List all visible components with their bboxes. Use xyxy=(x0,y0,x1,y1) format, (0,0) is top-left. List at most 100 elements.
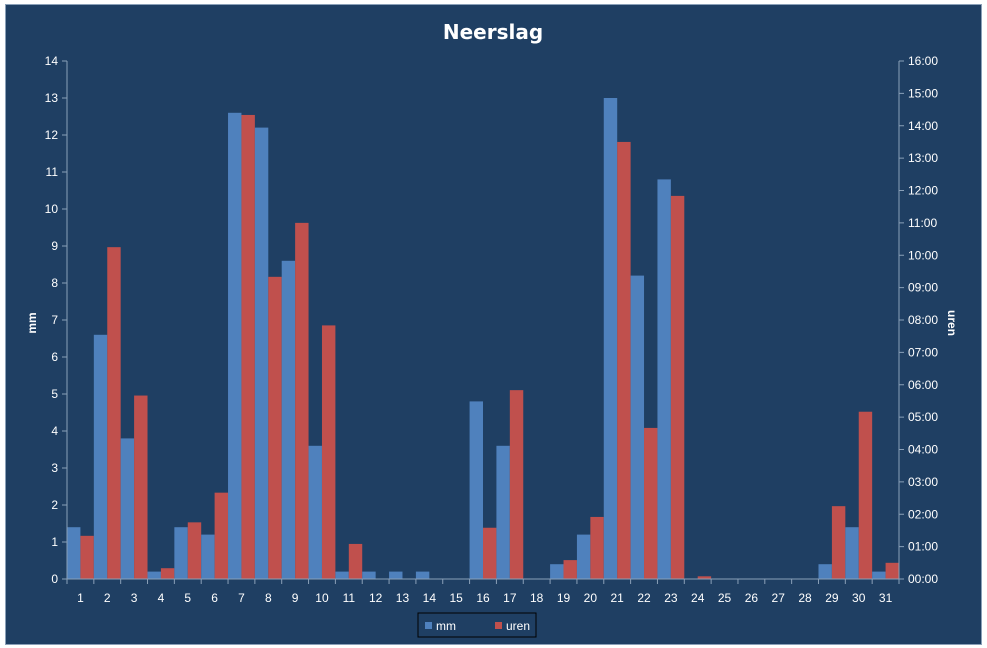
y-tick-label: 6 xyxy=(51,350,58,364)
x-tick-label: 4 xyxy=(158,591,165,605)
y2-tick-label: 15:00 xyxy=(908,86,938,100)
y2-tick-label: 09:00 xyxy=(908,281,938,295)
legend-swatch-uren xyxy=(495,622,502,629)
axes-group: 0123456789101112131400:0001:0002:0003:00… xyxy=(45,54,939,605)
y-tick-label: 9 xyxy=(51,239,58,253)
y2-tick-label: 11:00 xyxy=(908,216,937,230)
x-tick-label: 17 xyxy=(503,591,517,605)
x-tick-label: 31 xyxy=(879,591,893,605)
x-tick-label: 16 xyxy=(476,591,490,605)
bar-mm-10 xyxy=(308,445,322,579)
bar-mm-16 xyxy=(469,401,483,579)
bar-mm-1 xyxy=(67,527,81,579)
bar-uren-16 xyxy=(483,527,497,579)
y-tick-label: 8 xyxy=(51,276,58,290)
legend-box xyxy=(417,612,537,638)
bar-uren-2 xyxy=(107,247,121,579)
y2-axis-label: uren xyxy=(945,310,959,336)
x-tick-label: 14 xyxy=(423,591,437,605)
bar-uren-23 xyxy=(670,195,685,580)
x-tick-label: 9 xyxy=(292,591,299,605)
x-tick-label: 10 xyxy=(315,591,329,605)
y-tick-label: 0 xyxy=(51,572,58,586)
x-tick-label: 8 xyxy=(265,591,272,605)
y2-tick-label: 16:00 xyxy=(908,54,938,68)
y2-tick-label: 13:00 xyxy=(908,151,938,165)
y2-tick-label: 03:00 xyxy=(908,475,938,489)
bar-mm-4 xyxy=(147,571,161,579)
x-tick-label: 5 xyxy=(184,591,191,605)
y-tick-label: 13 xyxy=(45,91,59,105)
bar-uren-1 xyxy=(80,535,94,579)
y-tick-label: 12 xyxy=(45,128,59,142)
y-tick-label: 11 xyxy=(46,165,59,179)
x-tick-label: 22 xyxy=(637,591,651,605)
legend: mm uren xyxy=(417,612,537,638)
y-tick-label: 1 xyxy=(51,535,58,549)
y-tick-label: 3 xyxy=(51,461,58,475)
x-tick-label: 15 xyxy=(449,591,463,605)
x-tick-label: 28 xyxy=(798,591,812,605)
bar-mm-11 xyxy=(335,571,349,579)
bar-mm-20 xyxy=(576,534,591,579)
x-tick-label: 26 xyxy=(745,591,759,605)
chart-title: Neerslag xyxy=(443,20,543,44)
x-tick-label: 19 xyxy=(557,591,571,605)
bar-mm-31 xyxy=(872,571,886,579)
x-tick-label: 30 xyxy=(852,591,866,605)
x-tick-label: 18 xyxy=(530,591,544,605)
y-tick-label: 5 xyxy=(51,387,58,401)
legend-label-uren: uren xyxy=(506,619,530,633)
bar-mm-17 xyxy=(496,445,510,579)
chart-area: Neerslag mm uren 0 1 2 3 4 5 6 7 8 9 10 11 12 13 14 00:… xyxy=(5,4,982,645)
x-tick-label: 1 xyxy=(77,591,84,605)
bar-mm-9 xyxy=(281,260,296,579)
y2-tick-label: 06:00 xyxy=(908,378,938,392)
bar-mm-6 xyxy=(201,534,215,579)
bar-uren-7 xyxy=(241,114,255,579)
bar-mm-7 xyxy=(228,112,242,580)
y2-tick-label: 04:00 xyxy=(908,443,938,457)
x-tick-label: 7 xyxy=(238,591,245,605)
bar-uren-3 xyxy=(134,395,148,579)
bar-mm-3 xyxy=(120,438,135,579)
x-tick-label: 24 xyxy=(691,591,705,605)
y-axis-label: mm xyxy=(25,312,39,333)
bars-group xyxy=(67,98,899,580)
bar-mm-21 xyxy=(603,98,618,579)
x-tick-label: 25 xyxy=(718,591,732,605)
x-tick-label: 29 xyxy=(825,591,839,605)
y2-tick-label: 01:00 xyxy=(908,540,938,554)
x-tick-label: 27 xyxy=(772,591,786,605)
bar-uren-22 xyxy=(644,427,658,579)
x-tick-label: 11 xyxy=(343,591,356,605)
bar-uren-24 xyxy=(697,576,712,579)
bar-uren-11 xyxy=(348,543,363,579)
bar-mm-23 xyxy=(657,179,671,579)
bar-uren-29 xyxy=(831,506,846,579)
bar-mm-8 xyxy=(254,127,269,579)
x-tick-label: 21 xyxy=(611,591,625,605)
y-tick-label: 7 xyxy=(51,313,58,327)
bar-mm-12 xyxy=(362,571,376,579)
x-tick-label: 2 xyxy=(104,591,111,605)
x-tick-label: 23 xyxy=(664,591,678,605)
y2-tick-label: 14:00 xyxy=(908,119,938,133)
bar-uren-4 xyxy=(160,568,175,579)
bar-mm-13 xyxy=(389,571,403,579)
legend-label-mm: mm xyxy=(436,619,456,633)
x-tick-label: 13 xyxy=(396,591,410,605)
bar-mm-22 xyxy=(630,275,645,579)
y-tick-label: 10 xyxy=(45,202,59,216)
bar-uren-10 xyxy=(321,325,336,579)
y2-tick-label: 08:00 xyxy=(908,313,938,327)
bar-uren-19 xyxy=(563,560,577,579)
y-tick-label: 2 xyxy=(51,498,58,512)
bar-uren-20 xyxy=(590,516,604,579)
x-tick-label: 6 xyxy=(211,591,218,605)
bar-mm-29 xyxy=(818,564,832,579)
y2-tick-label: 12:00 xyxy=(908,184,938,198)
bar-uren-31 xyxy=(885,562,899,579)
bar-mm-30 xyxy=(845,527,859,579)
bar-uren-9 xyxy=(295,222,309,579)
